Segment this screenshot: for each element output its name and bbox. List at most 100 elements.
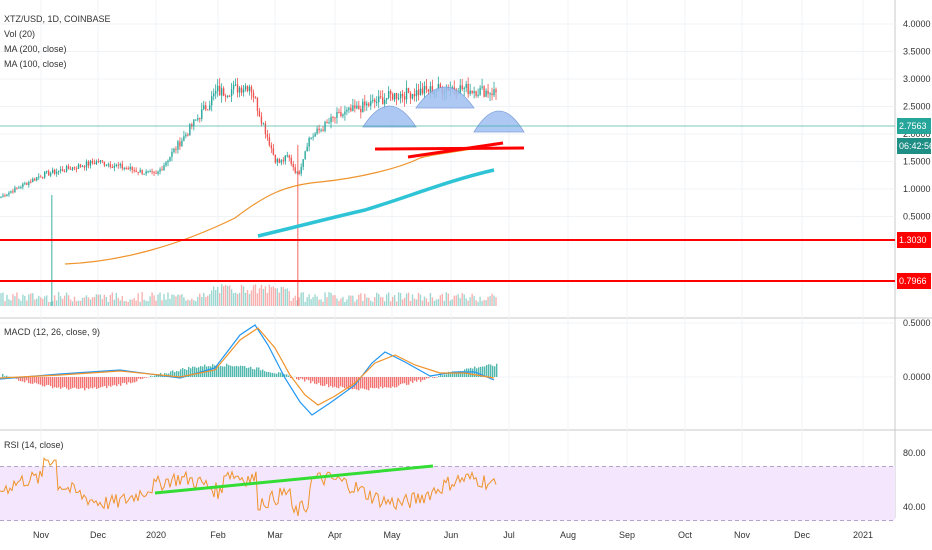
macd-bar bbox=[408, 377, 410, 385]
candle-body bbox=[129, 167, 131, 170]
candle-body bbox=[181, 140, 183, 147]
volume-bar bbox=[24, 295, 26, 306]
candle-body bbox=[473, 91, 475, 94]
indicator-ma100[interactable]: MA (100, close) bbox=[4, 59, 67, 69]
macd-bar bbox=[56, 377, 58, 388]
macd-bar bbox=[300, 377, 302, 379]
candle-body bbox=[318, 128, 320, 131]
volume-bar bbox=[246, 290, 249, 306]
volume-bar bbox=[93, 297, 96, 306]
volume-bar bbox=[32, 293, 34, 306]
volume-bar bbox=[435, 299, 438, 306]
volume-bar bbox=[324, 292, 326, 306]
volume-bar bbox=[103, 294, 106, 306]
candle-body bbox=[125, 168, 127, 170]
candle-body bbox=[195, 119, 197, 121]
macd-bar bbox=[124, 377, 126, 383]
macd-bar bbox=[120, 377, 122, 386]
macd-bar bbox=[216, 365, 218, 377]
volume-bar bbox=[336, 298, 338, 306]
macd-bar bbox=[110, 377, 112, 387]
macd-bar bbox=[226, 363, 228, 377]
price-tick-label: 3.0000 bbox=[903, 74, 931, 84]
volume-bar bbox=[22, 294, 24, 306]
macd-bar bbox=[4, 376, 6, 377]
candle-body bbox=[395, 93, 398, 99]
macd-bar bbox=[134, 377, 136, 383]
volume-bar bbox=[419, 294, 422, 306]
candle-body bbox=[429, 86, 432, 92]
macd-bar bbox=[90, 377, 92, 388]
candle-body bbox=[423, 85, 426, 94]
candle-body bbox=[159, 169, 161, 172]
macd-bar bbox=[316, 377, 318, 385]
volume-bar bbox=[473, 296, 475, 306]
macd-label[interactable]: MACD (12, 26, close, 9) bbox=[4, 327, 101, 337]
macd-bar bbox=[68, 377, 70, 390]
neckline bbox=[374, 146, 525, 151]
candle-body bbox=[59, 169, 62, 171]
macd-bar bbox=[262, 369, 264, 377]
volume-bar bbox=[169, 298, 171, 306]
candle-body bbox=[298, 171, 300, 174]
volume-bar bbox=[380, 296, 382, 306]
macd-bar bbox=[258, 367, 260, 377]
candle-body bbox=[139, 170, 141, 173]
x-tick-label: Aug bbox=[560, 530, 576, 540]
candle-body bbox=[278, 159, 281, 163]
volume-bar bbox=[348, 295, 350, 306]
volume-bar bbox=[133, 298, 135, 306]
volume-bar bbox=[59, 296, 62, 306]
candle-body bbox=[77, 164, 80, 169]
macd-bar bbox=[170, 371, 172, 377]
candle-body bbox=[342, 114, 344, 117]
volume-bar bbox=[316, 296, 318, 306]
volume-bar bbox=[79, 300, 82, 306]
macd-bar bbox=[458, 371, 460, 377]
candle-body bbox=[167, 160, 169, 163]
macd-bar bbox=[288, 375, 290, 377]
macd-bar bbox=[242, 366, 244, 377]
candle-body bbox=[250, 86, 253, 93]
volume-bar bbox=[69, 299, 72, 306]
candle-body bbox=[111, 167, 114, 169]
candle-body bbox=[209, 105, 211, 110]
candle-body bbox=[415, 90, 418, 97]
macd-bar bbox=[432, 377, 434, 378]
volume-bar bbox=[455, 295, 457, 306]
indicator-ma200[interactable]: MA (200, close) bbox=[4, 44, 67, 54]
macd-bar bbox=[350, 377, 352, 390]
candle-body bbox=[248, 86, 251, 92]
volume-bar bbox=[213, 286, 215, 306]
candle-body bbox=[189, 124, 191, 136]
macd-bar bbox=[132, 377, 134, 383]
x-tick-label: Feb bbox=[210, 530, 226, 540]
rsi-label[interactable]: RSI (14, close) bbox=[4, 440, 64, 450]
macd-bar bbox=[224, 366, 226, 377]
volume-bar bbox=[205, 297, 207, 306]
macd-bar bbox=[182, 368, 184, 377]
candle-body bbox=[187, 134, 189, 136]
volume-bar bbox=[465, 298, 467, 306]
candle-body bbox=[332, 116, 334, 118]
macd-bar bbox=[302, 377, 304, 380]
macd-bar bbox=[118, 377, 120, 385]
volume-bar bbox=[286, 288, 288, 306]
macd-bar bbox=[400, 377, 402, 385]
symbol-title[interactable]: XTZ/USD, 1D, COINBASE bbox=[4, 14, 111, 24]
candle-body bbox=[475, 91, 477, 96]
volume-bar bbox=[447, 293, 449, 306]
volume-bar bbox=[346, 299, 348, 306]
volume-bar bbox=[310, 299, 312, 306]
volume-bar bbox=[111, 292, 114, 306]
volume-bar bbox=[318, 299, 320, 306]
candle-body bbox=[302, 159, 304, 167]
macd-bar bbox=[446, 374, 448, 377]
volume-bar bbox=[288, 291, 290, 306]
candle-body bbox=[310, 137, 312, 139]
candle-body bbox=[175, 148, 177, 150]
macd-bar bbox=[214, 365, 216, 377]
macd-bar bbox=[44, 377, 46, 387]
indicator-vol[interactable]: Vol (20) bbox=[4, 29, 36, 39]
